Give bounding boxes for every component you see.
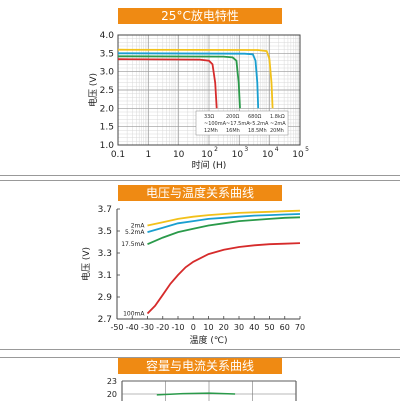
- capacity-series-line-0: [156, 392, 236, 396]
- legend-text: ~17.5mA: [226, 121, 250, 127]
- x-tick-label: 40: [249, 323, 259, 332]
- discharge-series-line-0: [117, 58, 218, 109]
- x-tick-label: -40: [126, 323, 139, 332]
- y-tick-label: 4.0: [100, 31, 115, 41]
- x-tick-label: 1: [145, 150, 151, 160]
- x-tick-label: 10: [232, 150, 244, 160]
- legend-text: ~100mA: [204, 121, 227, 127]
- x-tick-label: 10: [203, 323, 213, 332]
- x-axis-title: 时间 (H): [192, 159, 227, 171]
- x-tick-label: 0.1: [111, 150, 125, 160]
- x-tick-label: 30: [234, 323, 244, 332]
- x-tick-label: 60: [280, 323, 290, 332]
- y-tick-label: 3.0: [100, 68, 115, 78]
- legend-text: 20Mh: [270, 128, 284, 134]
- y-tick-label: 1.0: [100, 141, 115, 151]
- legend-text: ~5.2mA: [248, 121, 269, 127]
- legend-text: 12Mh: [204, 128, 218, 134]
- x-tick-label: 0: [191, 323, 196, 332]
- temperature-chart-panel: 电压与温度关系曲线 -50 -40 -30 -20 -10 0 10 20 30 40 50 60 70…: [0, 180, 400, 350]
- x-tick-label: 20: [219, 323, 229, 332]
- discharge-chart-title: 25°C放电特性: [118, 8, 282, 24]
- legend-box: [195, 110, 289, 136]
- y-tick-label: 2.5: [100, 86, 114, 96]
- y-tick-label: 3.3: [98, 249, 112, 259]
- series-label: 100mA: [123, 311, 145, 318]
- discharge-chart-panel: 25°C放电特性 33Ω ~100mA 12Mh 200Ω ~17.5mA 16Mh 680…: [0, 0, 400, 176]
- legend-text: 18.5Mh: [248, 128, 267, 134]
- y-tick-label: 1.5: [100, 123, 114, 133]
- x-tick-label: -30: [141, 323, 154, 332]
- y-tick-label: 2.9: [98, 293, 113, 303]
- y-axis-title: 电压 (V): [87, 73, 99, 107]
- x-tick-exponent: 4: [275, 146, 279, 153]
- x-tick-exponent: 5: [305, 146, 309, 153]
- series-label: 2mA: [131, 223, 146, 230]
- x-tick-label: 10: [262, 150, 274, 160]
- legend-text: 16Mh: [226, 128, 240, 134]
- temperature-series-line-2: [147, 216, 301, 246]
- x-tick-label: 10: [173, 150, 185, 160]
- discharge-series-line-2: [117, 52, 260, 109]
- temperature-series-line-1: [147, 213, 301, 233]
- temperature-chart-title: 电压与温度关系曲线: [118, 185, 282, 201]
- x-tick-label: 50: [264, 323, 274, 332]
- discharge-series-line-3: [117, 48, 274, 109]
- x-tick-label: 10: [292, 150, 304, 160]
- temperature-series-line-0: [147, 209, 301, 227]
- y-tick-label: 20: [107, 390, 117, 399]
- x-tick-label: 10: [201, 150, 213, 160]
- x-tick-label: -50: [110, 323, 123, 332]
- temperature-series-line-3: [146, 242, 301, 315]
- y-tick-label: 2.0: [100, 104, 115, 114]
- series-label: 17.5mA: [121, 241, 145, 248]
- y-axis-title: 电压 (V): [80, 247, 92, 281]
- legend-text: 1.8kΩ: [270, 114, 285, 120]
- x-tick-label: -20: [156, 323, 169, 332]
- x-axis-title: 温度 (℃): [190, 334, 228, 346]
- capacity-chart-panel: 容量与电流关系曲线 23 20: [0, 357, 400, 401]
- y-tick-label: 3.7: [98, 205, 112, 215]
- x-tick-label: 70: [295, 323, 305, 332]
- y-tick-label: 3.5: [98, 227, 112, 237]
- x-tick-label: -10: [171, 323, 184, 332]
- series-label: 5.2mA: [125, 229, 145, 236]
- x-tick-exponent: 2: [214, 146, 218, 153]
- plot-frame: [117, 34, 301, 146]
- y-tick-label: 23: [107, 377, 117, 386]
- legend-text: ~2mA: [270, 121, 286, 127]
- legend-text: 200Ω: [226, 114, 240, 120]
- x-tick-exponent: 3: [244, 146, 248, 153]
- legend-text: 680Ω: [248, 114, 262, 120]
- y-tick-label: 3.5: [100, 49, 114, 59]
- y-tick-label: 2.7: [98, 315, 112, 325]
- temperature-chart: -50 -40 -30 -20 -10 0 10 20 30 40 50 60 70 2.7 2.9 3.1 3…: [80, 205, 305, 346]
- capacity-chart-title: 容量与电流关系曲线: [118, 358, 282, 374]
- legend-text: 33Ω: [204, 114, 214, 120]
- discharge-series-line-1: [117, 55, 241, 109]
- y-tick-label: 3.1: [98, 271, 112, 281]
